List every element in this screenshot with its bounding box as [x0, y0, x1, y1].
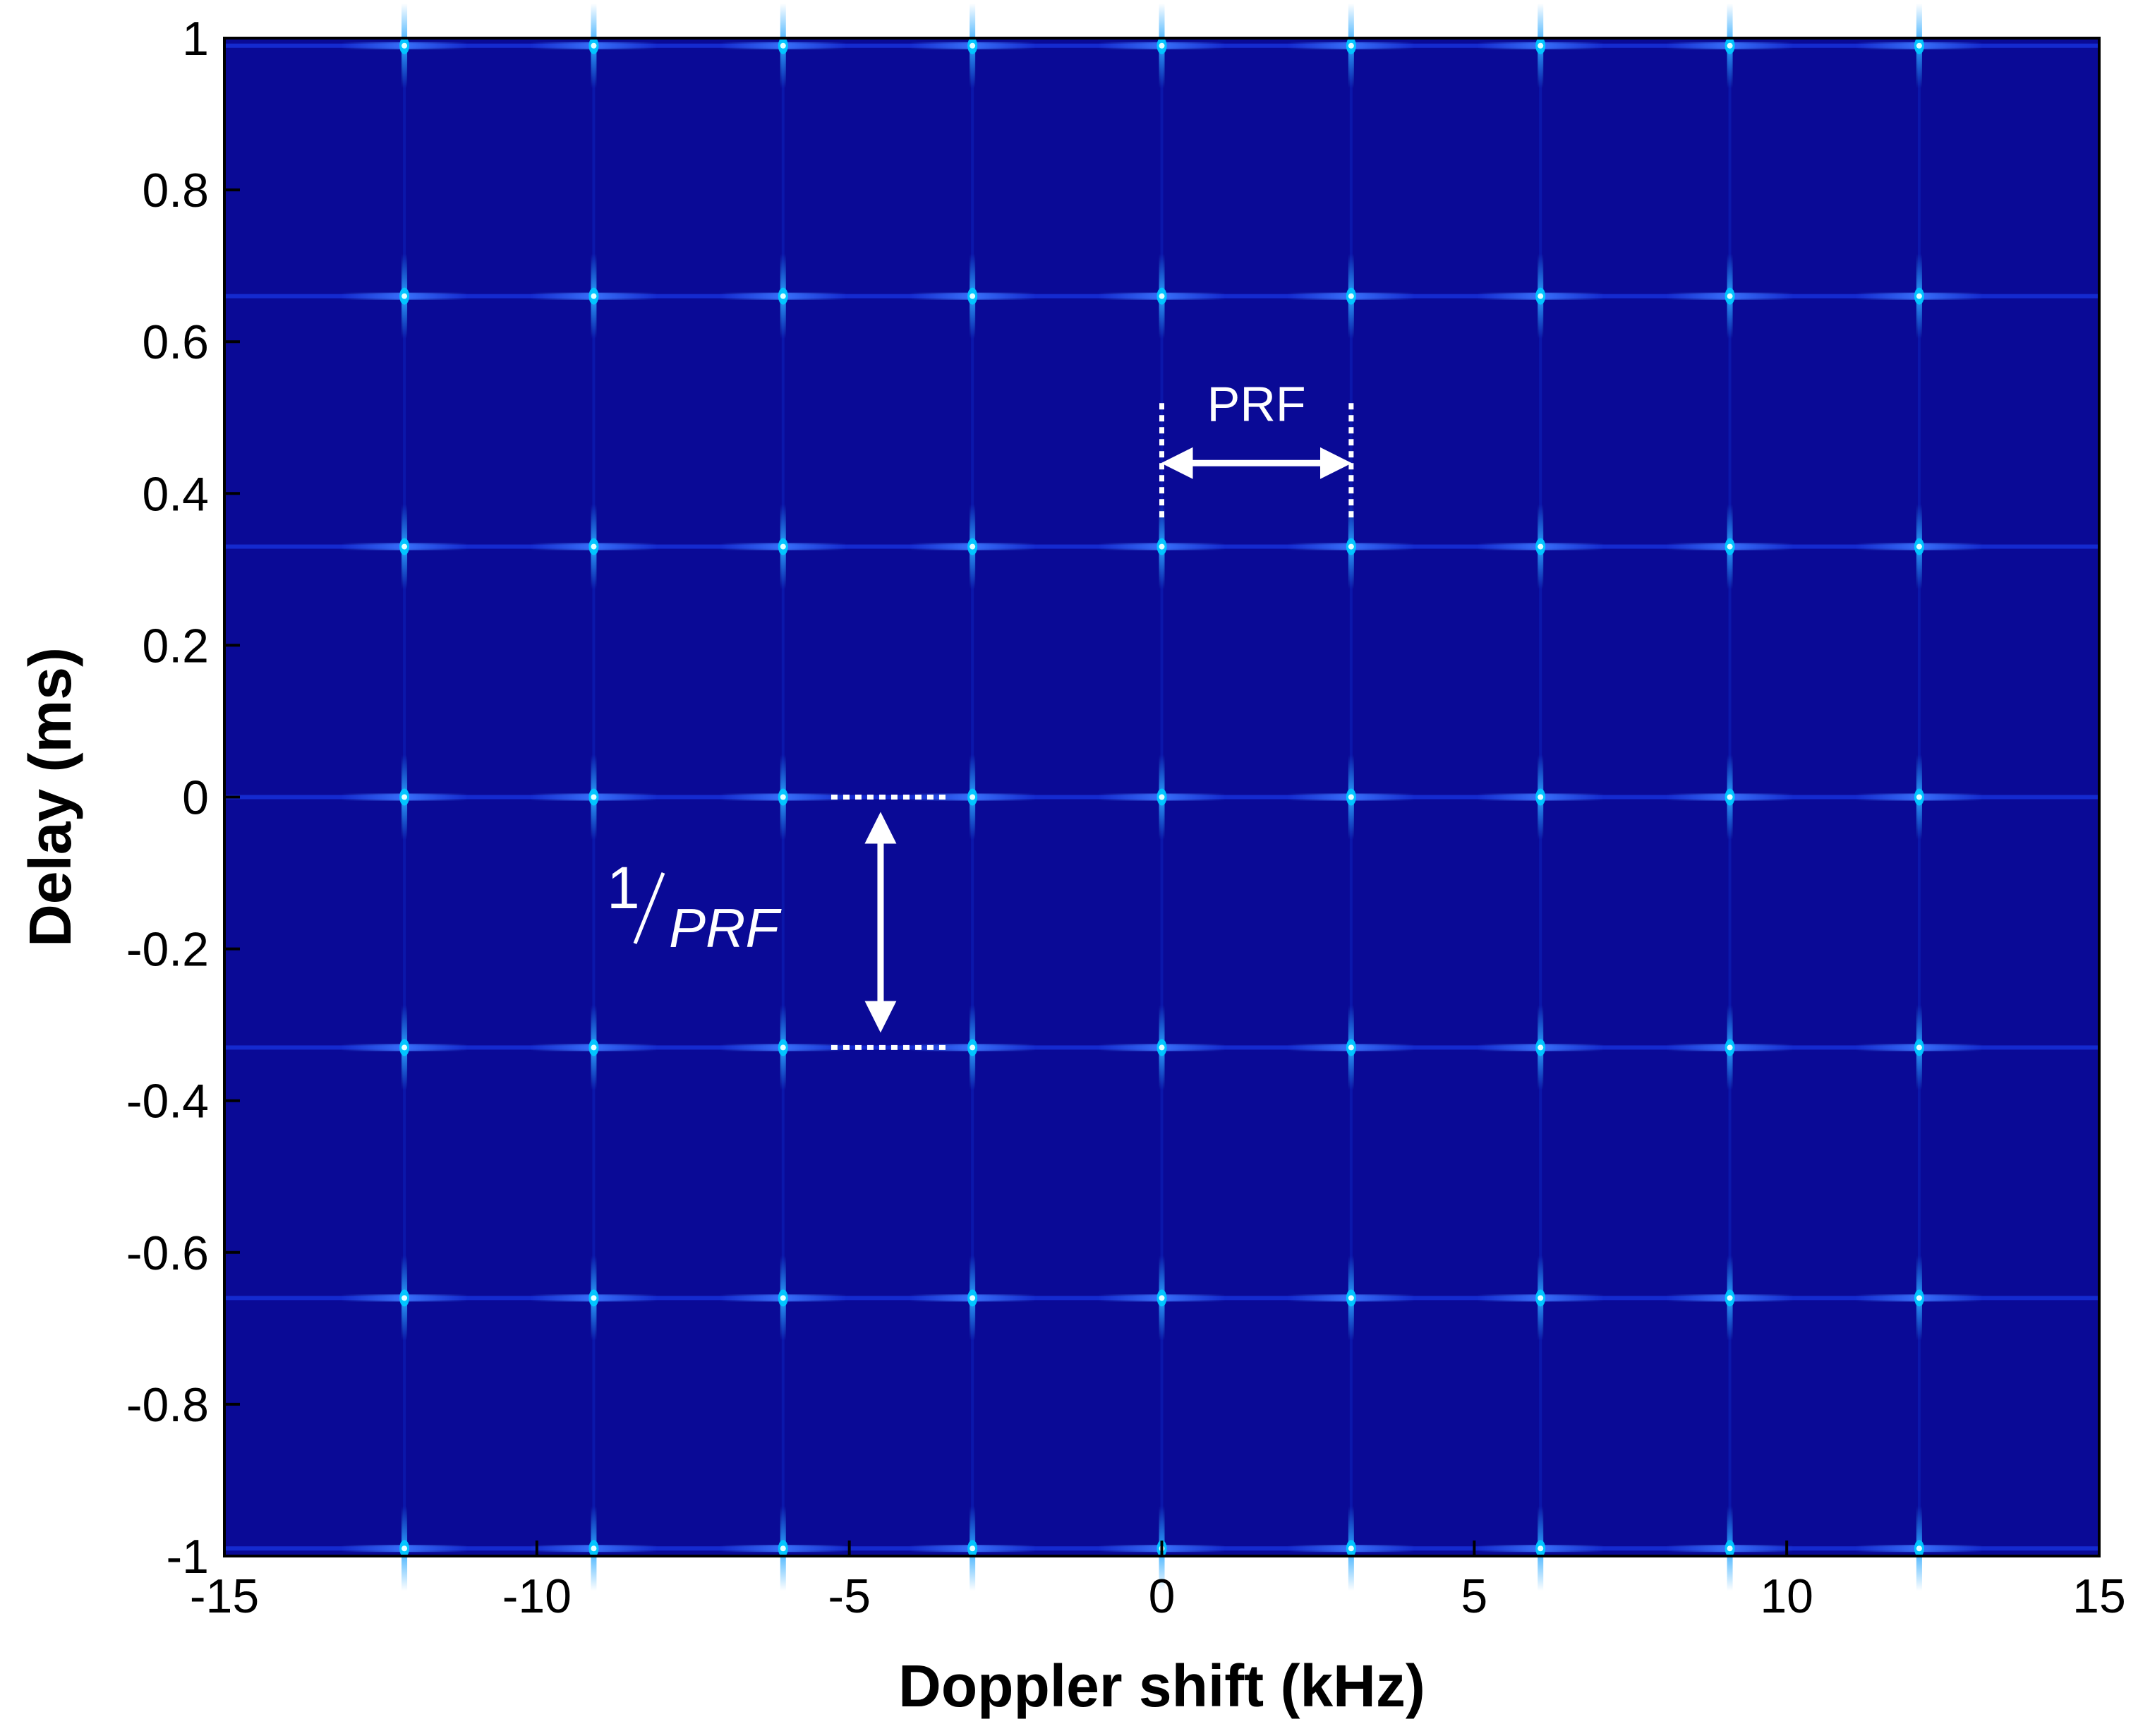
- y-tick-label: -1: [167, 1530, 209, 1584]
- peak-0-1: [530, 3, 658, 88]
- peak-6-6: [1477, 1506, 1605, 1591]
- peak-2-0: [341, 504, 469, 589]
- peak-4-7: [1666, 1005, 1794, 1090]
- peak-6-1: [530, 1506, 658, 1591]
- peak-1-2: [719, 253, 847, 339]
- peak-3-3: [909, 754, 1037, 840]
- peak-4-5: [1287, 1005, 1415, 1090]
- peak-6-8: [1855, 1506, 1983, 1591]
- peak-5-2: [719, 1255, 847, 1341]
- peak-0-4: [1098, 3, 1226, 88]
- y-axis-title: Delay (ms): [17, 647, 83, 947]
- peak-4-8: [1855, 1005, 1983, 1090]
- peak-5-8: [1855, 1255, 1983, 1341]
- peak-1-7: [1666, 253, 1794, 339]
- peak-5-1: [530, 1255, 658, 1341]
- peak-3-4: [1098, 754, 1226, 840]
- peak-4-3: [909, 1005, 1037, 1090]
- y-tick-label: 0: [182, 771, 209, 825]
- x-tick-label: -5: [828, 1569, 870, 1623]
- peak-3-2: [719, 754, 847, 840]
- peak-2-1: [530, 504, 658, 589]
- peak-4-2: [719, 1005, 847, 1090]
- peak-1-4: [1098, 253, 1226, 339]
- peak-2-7: [1666, 504, 1794, 589]
- y-tick-label: 0.4: [142, 467, 209, 521]
- y-tick-label: -0.4: [126, 1075, 209, 1128]
- peak-1-8: [1855, 253, 1983, 339]
- peak-2-8: [1855, 504, 1983, 589]
- x-tick-label: -15: [190, 1569, 259, 1623]
- peak-5-5: [1287, 1255, 1415, 1341]
- y-tick-label: -0.6: [126, 1226, 209, 1280]
- peak-2-2: [719, 504, 847, 589]
- peak-6-5: [1287, 1506, 1415, 1591]
- x-axis-ticks: -15 -10 -5 0 5 10 15: [190, 1541, 2126, 1623]
- peak-0-7: [1666, 3, 1794, 88]
- x-tick-label: 5: [1461, 1569, 1487, 1623]
- peak-5-7: [1666, 1255, 1794, 1341]
- peak-0-6: [1477, 3, 1605, 88]
- peak-0-5: [1287, 3, 1415, 88]
- peak-2-6: [1477, 504, 1605, 589]
- x-tick-label: -10: [502, 1569, 572, 1623]
- peak-0-3: [909, 3, 1037, 88]
- peak-3-1: [530, 754, 658, 840]
- inverse-prf-label-denominator: PRF: [669, 897, 782, 959]
- peak-5-6: [1477, 1255, 1605, 1341]
- peak-1-5: [1287, 253, 1415, 339]
- x-tick-label: 0: [1149, 1569, 1176, 1623]
- inverse-prf-span-annotation: 1 PRF: [607, 795, 951, 1050]
- y-tick-label: 1: [182, 12, 209, 66]
- peak-4-1: [530, 1005, 658, 1090]
- peak-3-0: [341, 754, 469, 840]
- peak-6-0: [341, 1506, 469, 1591]
- peak-0-8: [1855, 3, 1983, 88]
- peak-1-3: [909, 253, 1037, 339]
- peak-1-1: [530, 253, 658, 339]
- peak-3-8: [1855, 754, 1983, 840]
- peak-3-7: [1666, 754, 1794, 840]
- y-tick-label: -0.2: [126, 923, 209, 977]
- y-tick-label: 0.6: [142, 315, 209, 369]
- peak-5-0: [341, 1255, 469, 1341]
- prf-span-annotation: PRF: [1159, 376, 1354, 524]
- ambiguity-peaks: [341, 3, 1983, 1591]
- peak-1-6: [1477, 253, 1605, 339]
- y-axis-ticks: 1 0.8 0.6 0.4 0.2 0 -0.2 -0.4 -0.6 -0.8 -1: [126, 12, 240, 1584]
- inverse-prf-label-slash: [633, 872, 665, 944]
- x-tick-label: 10: [1760, 1569, 1813, 1623]
- peak-5-4: [1098, 1255, 1226, 1341]
- peak-6-3: [909, 1506, 1037, 1591]
- x-axis-title: Doppler shift (kHz): [898, 1653, 1425, 1719]
- peak-2-5: [1287, 504, 1415, 589]
- peak-4-6: [1477, 1005, 1605, 1090]
- peak-4-0: [341, 1005, 469, 1090]
- peak-1-0: [341, 253, 469, 339]
- peak-6-7: [1666, 1506, 1794, 1591]
- y-tick-label: 0.8: [142, 164, 209, 217]
- peak-3-6: [1477, 754, 1605, 840]
- inverse-prf-label-numerator: 1: [607, 855, 640, 921]
- peak-0-0: [341, 3, 469, 88]
- peak-3-5: [1287, 754, 1415, 840]
- y-tick-label: -0.8: [126, 1378, 209, 1432]
- peak-6-2: [719, 1506, 847, 1591]
- peak-5-3: [909, 1255, 1037, 1341]
- prf-label: PRF: [1207, 376, 1306, 431]
- peak-0-2: [719, 3, 847, 88]
- peak-2-4: [1098, 504, 1226, 589]
- annotations: PRF 1 PRF: [607, 376, 1354, 1050]
- x-tick-label: 15: [2072, 1569, 2126, 1623]
- peak-4-4: [1098, 1005, 1226, 1090]
- y-tick-label: 0.2: [142, 619, 209, 673]
- peak-2-3: [909, 504, 1037, 589]
